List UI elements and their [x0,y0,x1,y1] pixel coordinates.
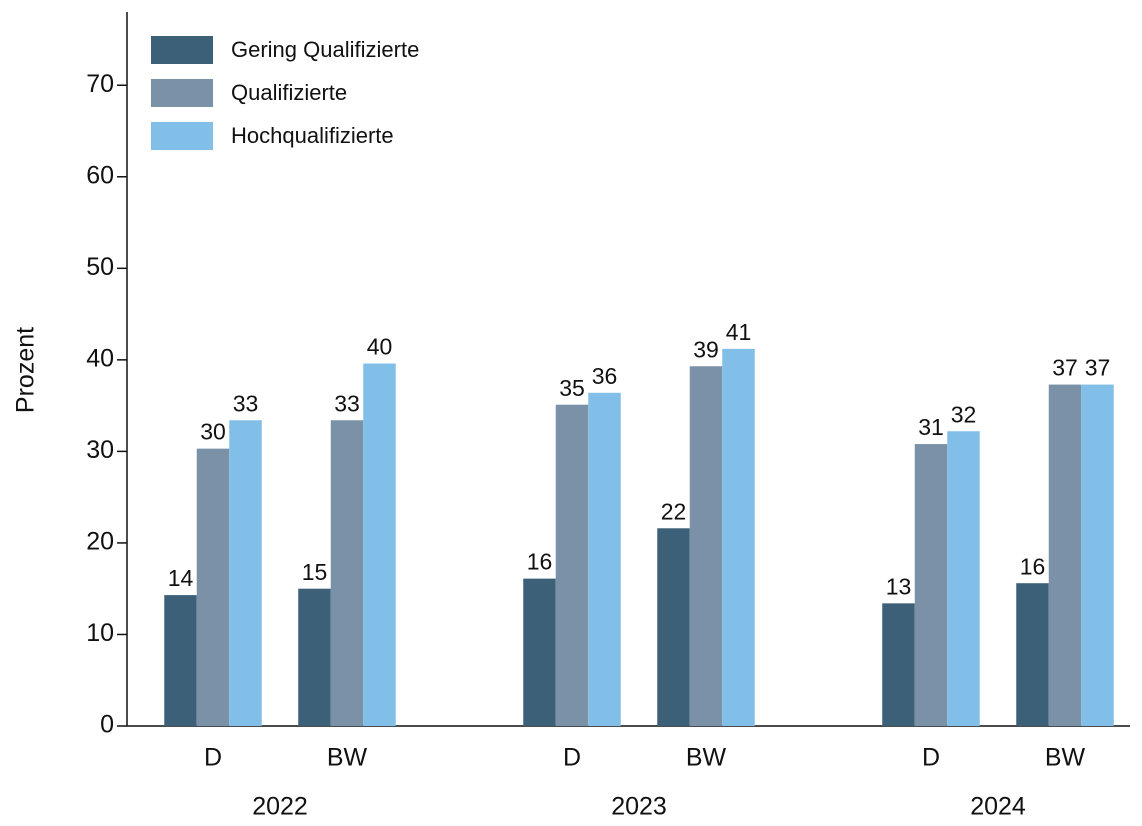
value-label: 33 [233,390,259,416]
x-tick-label: D [563,744,581,772]
bar [722,348,755,726]
value-label: 39 [693,336,719,362]
group-label: 2024 [970,793,1026,821]
legend-label: Gering Qualifizierte [231,37,419,62]
y-tick-label: 30 [86,436,114,464]
bar [1081,384,1114,726]
value-label: 37 [1052,355,1078,381]
value-label: 16 [1020,553,1046,579]
value-label: 40 [367,334,393,360]
y-tick-label: 20 [86,528,114,556]
bar [523,578,556,726]
value-label: 37 [1085,355,1111,381]
y-tick-label: 70 [86,70,114,98]
legend-swatch [151,79,213,107]
legend-label: Hochqualifizierte [231,123,394,148]
legend-swatch [151,36,213,64]
value-label: 41 [726,319,752,345]
value-label: 22 [661,498,687,524]
group-label: 2023 [611,793,667,821]
y-tick-label: 0 [100,711,114,739]
bar [657,528,690,726]
y-tick-label: 40 [86,344,114,372]
value-label: 36 [592,363,618,389]
bar [298,588,331,726]
y-tick-label: 50 [86,253,114,281]
bar [196,448,230,726]
x-tick-label: D [204,744,222,772]
legend-swatch [151,122,213,150]
value-label: 13 [886,573,912,599]
bar [330,420,364,726]
value-label: 14 [168,565,194,591]
bar [229,420,262,726]
group-label: 2022 [252,793,308,821]
y-tick-label: 10 [86,619,114,647]
x-tick-label: BW [1045,744,1086,772]
bar [164,595,197,726]
bar [1048,384,1082,726]
x-tick-label: D [922,744,940,772]
value-label: 16 [527,549,553,575]
bar [555,404,589,726]
value-label: 35 [559,375,585,401]
bar [947,431,980,726]
bar [1016,583,1049,726]
bar [363,363,396,726]
x-tick-label: BW [327,744,368,772]
value-label: 30 [200,419,226,445]
x-tick-label: BW [686,744,727,772]
value-label: 15 [302,559,328,585]
value-label: 31 [918,414,944,440]
value-label: 33 [334,390,360,416]
y-tick-label: 60 [86,161,114,189]
bar [914,444,948,726]
bar [689,366,723,726]
y-axis-label: Prozent [12,327,40,413]
value-label: 32 [951,401,977,427]
bar [588,392,621,726]
legend-label: Qualifizierte [231,80,347,105]
bar [882,603,915,726]
